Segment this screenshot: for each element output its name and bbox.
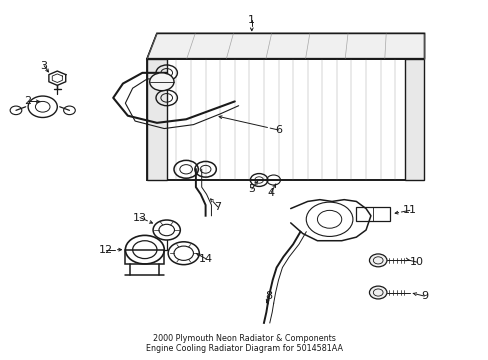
Text: 8: 8 [264,291,272,301]
Text: 14: 14 [198,253,212,264]
Text: 3: 3 [41,61,47,71]
Text: 10: 10 [409,257,423,267]
Text: 6: 6 [274,125,282,135]
Text: 9: 9 [420,291,427,301]
Text: 13: 13 [133,212,147,222]
Text: Engine Cooling Radiator Diagram for 5014581AA: Engine Cooling Radiator Diagram for 5014… [146,344,342,353]
Polygon shape [404,59,424,180]
Text: 2: 2 [24,96,32,107]
Text: 12: 12 [99,245,113,255]
Circle shape [369,286,386,299]
Text: 7: 7 [214,202,221,212]
Polygon shape [147,59,166,180]
Text: 1: 1 [248,15,255,25]
Text: 11: 11 [402,205,416,215]
Text: 2000 Plymouth Neon Radiator & Components: 2000 Plymouth Neon Radiator & Components [153,334,335,343]
Circle shape [369,254,386,267]
Text: 4: 4 [267,188,274,198]
Bar [125,249,164,264]
Text: 5: 5 [248,184,255,194]
Polygon shape [147,33,424,59]
Circle shape [149,73,174,91]
